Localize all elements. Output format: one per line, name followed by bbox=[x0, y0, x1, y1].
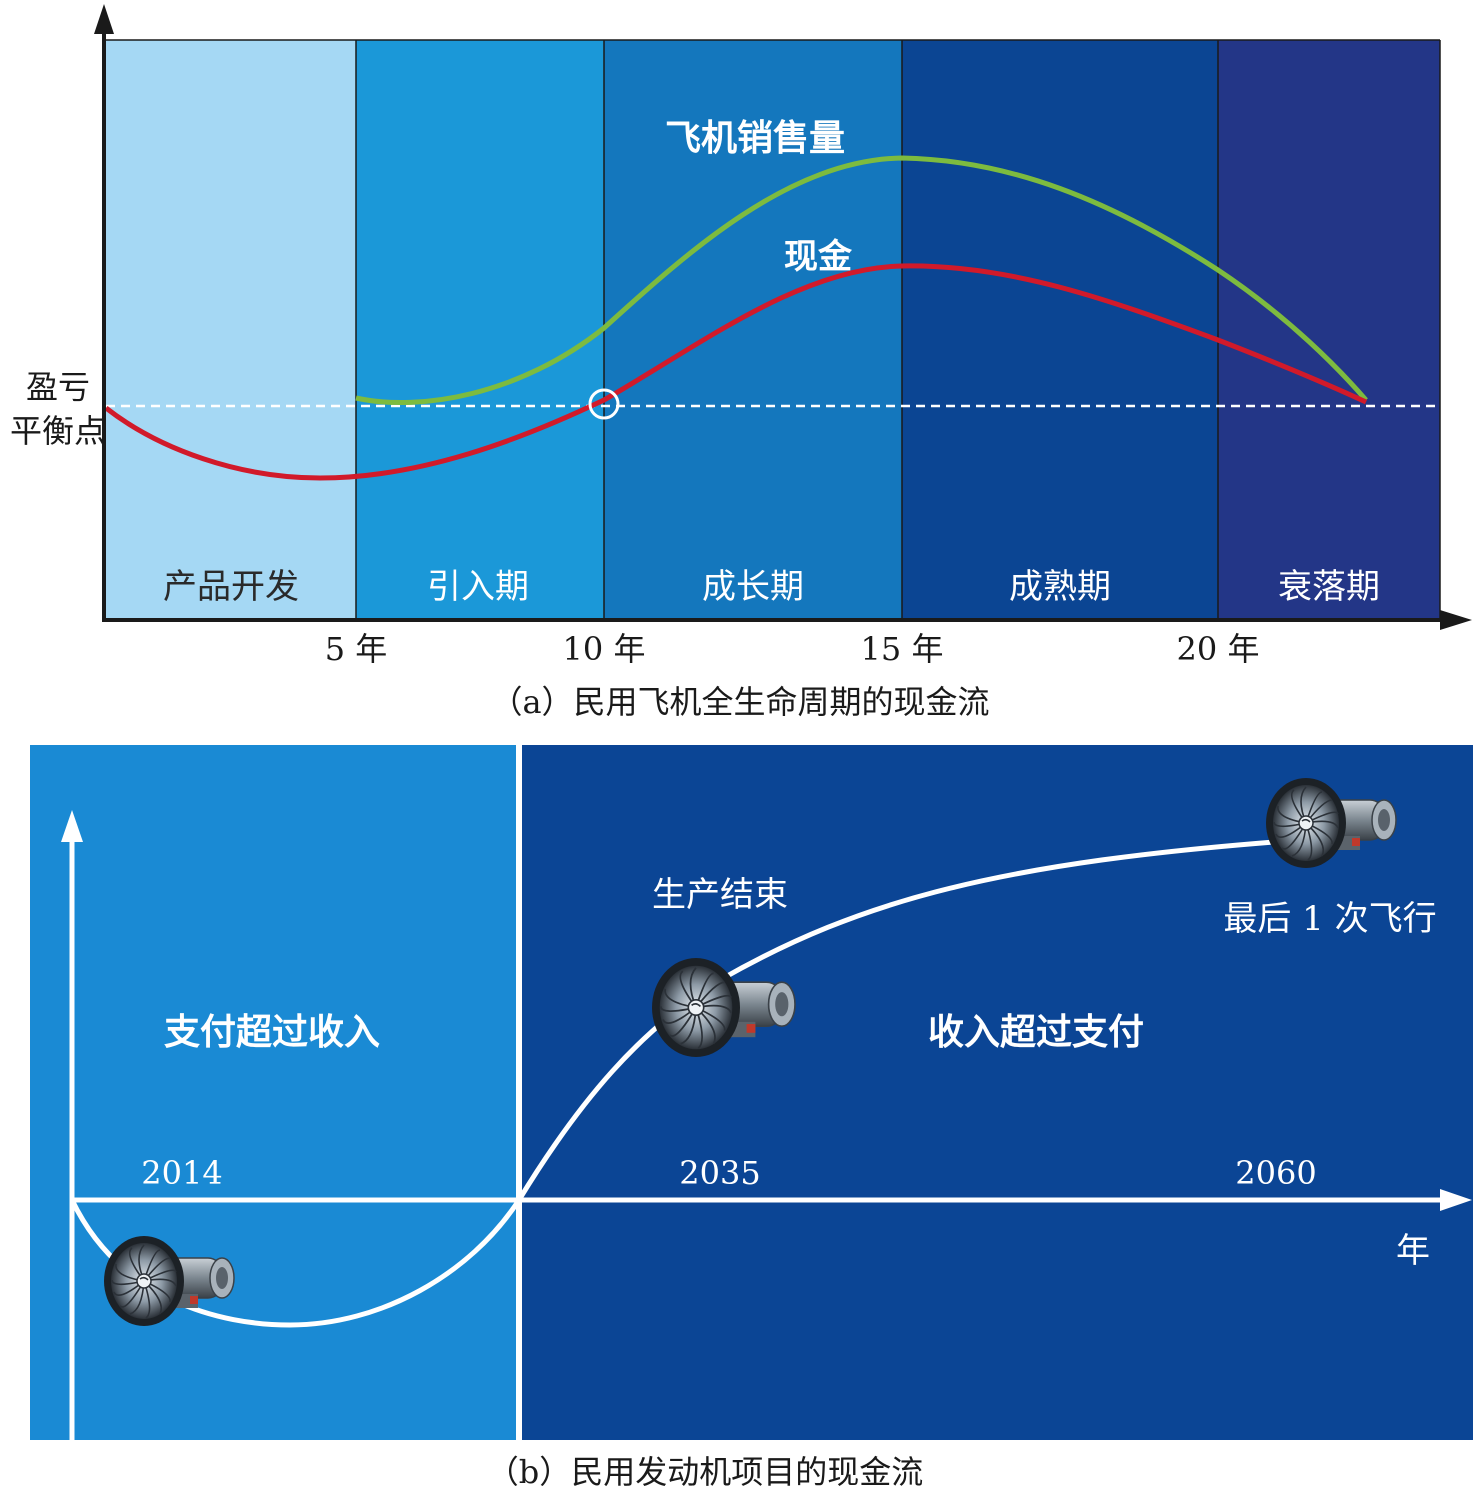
phase-band-decline bbox=[1218, 40, 1440, 618]
x-tick-20: 20 年 bbox=[1177, 630, 1260, 668]
y-axis-arrow bbox=[94, 4, 114, 34]
x-tick-10: 10 年 bbox=[563, 630, 646, 668]
milestone-last-flight: 最后 1 次飞行 bbox=[1223, 899, 1436, 939]
phase-label-growth: 成长期 bbox=[702, 567, 804, 607]
engine-cashflow-curve bbox=[69, 837, 1301, 1328]
phase-band-maturity bbox=[902, 40, 1218, 618]
x-tick-15: 15 年 bbox=[861, 630, 944, 668]
panel-b-x-axis-arrow bbox=[1440, 1189, 1472, 1211]
panel-a: 飞机销售量 现金 产品开发 引入期 成长期 成熟期 衰落期 盈亏 平衡点 5 年… bbox=[10, 4, 1472, 721]
region-payment-exceeds-income bbox=[30, 745, 516, 1440]
sales-curve-label: 飞机销售量 bbox=[665, 118, 845, 159]
phase-label-introduction: 引入期 bbox=[427, 567, 529, 607]
phase-label-decline: 衰落期 bbox=[1278, 567, 1380, 607]
year-label-2014: 2014 bbox=[141, 1154, 222, 1192]
x-tick-5: 5 年 bbox=[325, 630, 388, 668]
phase-band-introduction bbox=[356, 40, 604, 618]
phase-label-maturity: 成熟期 bbox=[1009, 567, 1111, 607]
sales-curve bbox=[355, 155, 1368, 405]
panel-a-axes bbox=[102, 18, 1448, 622]
year-label-2035: 2035 bbox=[679, 1154, 760, 1192]
panel-b: 支付超过收入 收入超过支付 2014 2035 2060 年 生产结束 最后 1… bbox=[30, 745, 1473, 1491]
x-axis-unit-label: 年 bbox=[1396, 1231, 1430, 1271]
caption-b: （b）民用发动机项目的现金流 bbox=[487, 1453, 924, 1491]
breakeven-label-line1: 盈亏 bbox=[26, 368, 90, 406]
phase-band-product-development bbox=[106, 40, 356, 618]
x-axis-arrow bbox=[1440, 610, 1472, 630]
cash-curve bbox=[104, 263, 1368, 481]
phase-label-product-development: 产品开发 bbox=[163, 567, 299, 607]
cash-curve-label: 现金 bbox=[784, 237, 853, 277]
panel-b-y-axis-arrow bbox=[61, 810, 83, 842]
breakeven-label-line2: 平衡点 bbox=[10, 412, 106, 450]
milestone-production-end: 生产结束 bbox=[652, 875, 788, 915]
year-label-2060: 2060 bbox=[1235, 1154, 1316, 1192]
region-label-left: 支付超过收入 bbox=[164, 1012, 380, 1053]
region-label-right: 收入超过支付 bbox=[928, 1012, 1144, 1053]
phase-band-growth bbox=[604, 40, 902, 618]
caption-a: （a）民用飞机全生命周期的现金流 bbox=[490, 683, 989, 721]
breakeven-marker bbox=[588, 388, 620, 420]
